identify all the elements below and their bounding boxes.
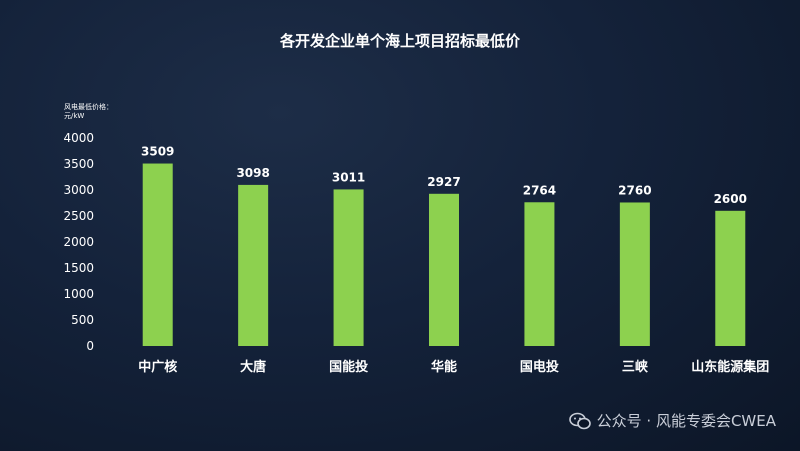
y-tick-label: 2500 [63,209,94,223]
category-label: 山东能源集团 [691,359,769,375]
y-tick-label: 500 [71,313,94,327]
chart-title: 各开发企业单个海上项目招标最低价 [279,32,520,50]
y-tick-label: 3000 [63,183,94,197]
y-tick-label: 1000 [63,287,94,301]
y-axis-label: 风电最低价格： 元/kW [64,103,113,120]
wechat-icon [568,412,591,429]
category-label: 国电投 [520,359,559,375]
value-label: 2927 [427,175,460,189]
y-tick-label: 2000 [63,235,94,249]
value-label: 2600 [714,192,747,206]
bar-3 [333,189,364,346]
y-tick-label: 4000 [63,131,94,145]
bar-7 [715,210,746,346]
bar-2 [238,184,269,346]
bar-1 [142,163,173,346]
category-label: 中广核 [138,359,177,375]
category-label: 三峡 [622,359,649,375]
y-tick-label: 1500 [63,261,94,275]
value-label: 3098 [236,166,269,180]
y-tick-label: 3500 [63,157,94,171]
category-label: 大唐 [240,359,266,375]
watermark-text: 公众号 · 风能专委会CWEA [596,412,776,430]
value-label: 3509 [141,145,174,159]
y-tick-label: 0 [86,339,94,353]
value-label: 2764 [523,183,556,197]
category-label: 华能 [431,359,457,375]
bar-4 [429,193,459,346]
category-label: 国能投 [329,359,368,375]
bar-5 [524,202,555,346]
bar-6 [619,202,650,346]
value-label: 3011 [332,170,365,184]
value-label: 2760 [618,183,651,197]
watermark: 公众号 · 风能专委会CWEA [568,410,776,431]
